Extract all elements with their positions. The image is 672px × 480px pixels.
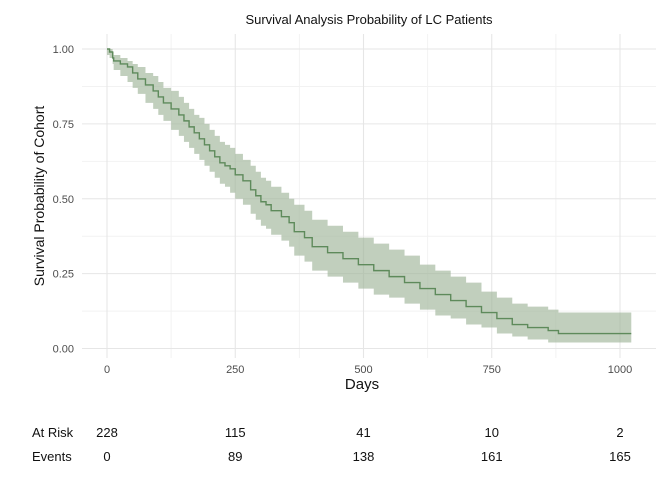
events-value: 138 xyxy=(352,449,375,464)
events-value: 89 xyxy=(228,449,243,464)
y-tick-label: 0.25 xyxy=(53,269,74,281)
events-value: 161 xyxy=(480,449,503,464)
x-axis-label: Days xyxy=(345,376,379,393)
survival-curve xyxy=(107,48,632,335)
risk-row-label-events: Events xyxy=(32,449,72,464)
y-tick-labels: 0.00 0.25 0.50 0.75 1.00 xyxy=(53,44,74,356)
y-tick-label: 0.50 xyxy=(53,194,74,206)
survival-chart: 0.00 0.25 0.50 0.75 1.00 0 250 500 750 1000 Surv… xyxy=(31,12,656,393)
y-axis-label: Survival Probability of Cohort xyxy=(31,106,47,287)
confidence-band xyxy=(107,49,632,343)
x-tick-label: 250 xyxy=(226,364,244,376)
events-value: 0 xyxy=(103,449,111,464)
at-risk-value: 10 xyxy=(484,425,499,440)
at-risk-value: 115 xyxy=(224,425,246,440)
y-tick-label: 0.75 xyxy=(53,119,74,131)
x-tick-label: 0 xyxy=(104,364,110,376)
x-tick-label: 1000 xyxy=(608,364,632,376)
at-risk-value: 41 xyxy=(356,425,371,440)
x-tick-label: 750 xyxy=(483,364,501,376)
y-tick-label: 0.00 xyxy=(53,344,74,356)
events-value: 165 xyxy=(609,449,631,464)
x-tick-labels: 0 250 500 750 1000 xyxy=(104,364,632,376)
at-risk-value: 228 xyxy=(96,425,118,440)
chart-title: Survival Analysis Probability of LC Pati… xyxy=(245,12,493,27)
at-risk-value: 2 xyxy=(616,425,624,440)
x-tick-label: 500 xyxy=(354,364,372,376)
grid xyxy=(82,34,656,358)
y-tick-label: 1.00 xyxy=(53,44,74,56)
risk-row-label-at-risk: At Risk xyxy=(32,425,74,440)
